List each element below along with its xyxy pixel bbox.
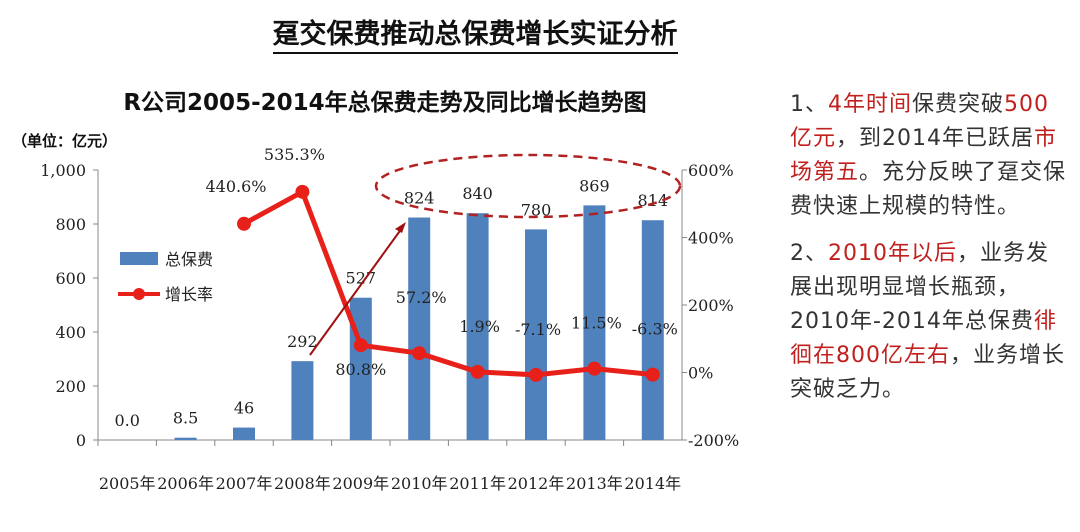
growth-point	[295, 184, 310, 199]
arrow-head	[395, 222, 406, 233]
highlight-text: 4年时间	[828, 92, 912, 117]
page-title: 趸交保费推动总保费增长实证分析	[0, 12, 950, 54]
legend-bar-label: 总保费	[165, 250, 213, 269]
x-tick-label: 2005年	[99, 474, 156, 493]
growth-value-label: 80.8%	[335, 360, 386, 379]
x-tick-label: 2012年	[508, 474, 565, 493]
x-tick-label: 2014年	[624, 474, 681, 493]
growth-value-label: 535.3%	[264, 145, 325, 164]
growth-line	[242, 188, 654, 378]
right-tick-label: 400%	[688, 229, 734, 248]
growth-value-label: 57.2%	[396, 288, 447, 307]
x-tick-label: 2008年	[274, 474, 331, 493]
bar-value-label: 0.0	[114, 411, 139, 430]
bar	[641, 220, 664, 440]
bar	[466, 213, 489, 440]
legend-bar-swatch	[120, 252, 158, 265]
bar	[291, 361, 314, 440]
unit-label: （单位：亿元）	[12, 132, 117, 150]
note-text: 2、	[790, 241, 828, 266]
note-1: 1、4年时间保费突破500亿元，到2014年已跃居市场第五。充分反映了趸交保费快…	[790, 88, 1070, 224]
note-text: 1、	[790, 92, 828, 117]
note-text: ，业务发展出现明显增长瓶颈，2010年-2014年总保费	[790, 241, 1050, 334]
left-tick-label: 400	[55, 323, 86, 342]
legend-line-label: 增长率	[165, 285, 213, 304]
bar-value-label: 840	[462, 184, 493, 203]
trend-arrow	[309, 227, 403, 356]
left-tick-label: 600	[55, 269, 86, 288]
bar-value-label: 814	[638, 191, 669, 210]
bar	[525, 229, 547, 440]
x-tick-label: 2010年	[391, 474, 448, 493]
growth-value-label: 440.6%	[205, 177, 266, 196]
legend: 总保费 增长率	[118, 250, 213, 304]
bar	[233, 427, 255, 440]
bar	[174, 437, 197, 440]
note-text: 。充分反映了趸交保费快速上规模的特性。	[790, 160, 1067, 219]
growth-point	[587, 361, 602, 376]
legend-line-marker	[133, 288, 145, 300]
combo-chart: R公司2005-2014年总保费走势及同比增长趋势图 （单位：亿元） 0 200 4…	[12, 89, 739, 493]
growth-point	[412, 346, 427, 361]
highlight-text: 500亿元	[790, 92, 1050, 151]
highlight-text: 徘徊在800亿左右	[790, 309, 1057, 368]
growth-point	[237, 216, 251, 231]
right-tick-label: 200%	[688, 296, 734, 315]
bar-value-label: 8.5	[173, 409, 198, 428]
bar-value-label: 869	[579, 176, 610, 195]
note-text: ，到2014年已跃居	[836, 126, 1035, 151]
right-tick-label: -200%	[688, 431, 739, 450]
highlight-text: 2010年以后	[828, 241, 957, 266]
x-tick-label: 2006年	[157, 474, 214, 493]
growth-value-label: 1.9%	[459, 317, 500, 336]
growth-value-label: 11.5%	[571, 314, 622, 333]
right-tick-label: 0%	[688, 364, 713, 383]
growth-value-label: -7.1%	[515, 320, 561, 339]
note-text: ，业务增长突破乏力。	[790, 343, 1066, 402]
left-tick-label: 0	[76, 431, 86, 450]
growth-point	[645, 367, 660, 382]
bar	[408, 217, 431, 440]
x-tick-label: 2011年	[449, 474, 506, 493]
note-text: 保费突破	[912, 92, 1005, 117]
analysis-notes: 1、4年时间保费突破500亿元，到2014年已跃居市场第五。充分反映了趸交保费快…	[790, 88, 1070, 420]
chart-title: R公司2005-2014年总保费走势及同比增长趋势图	[123, 89, 646, 116]
x-tick-label: 2013年	[566, 474, 623, 493]
left-tick-label: 800	[55, 215, 86, 234]
bar-value-label: 292	[287, 332, 318, 351]
left-tick-label: 1,000	[40, 161, 86, 180]
x-tick-label: 2007年	[216, 474, 273, 493]
bar-value-label: 780	[521, 200, 552, 219]
right-tick-label: 600%	[688, 161, 734, 180]
growth-point	[529, 367, 543, 382]
note-2: 2、2010年以后，业务发展出现明显增长瓶颈，2010年-2014年总保费徘徊在…	[790, 237, 1070, 407]
growth-value-label: -6.3%	[632, 320, 678, 339]
left-tick-label: 200	[55, 377, 86, 396]
growth-point	[470, 364, 485, 379]
growth-point	[353, 338, 368, 353]
bar-value-label: 46	[234, 399, 254, 418]
highlight-ellipse	[374, 153, 682, 219]
x-tick-label: 2009年	[332, 474, 389, 493]
bar-value-label: 824	[404, 189, 435, 208]
highlight-text: 市场第五	[790, 126, 1058, 185]
bar	[583, 205, 606, 440]
